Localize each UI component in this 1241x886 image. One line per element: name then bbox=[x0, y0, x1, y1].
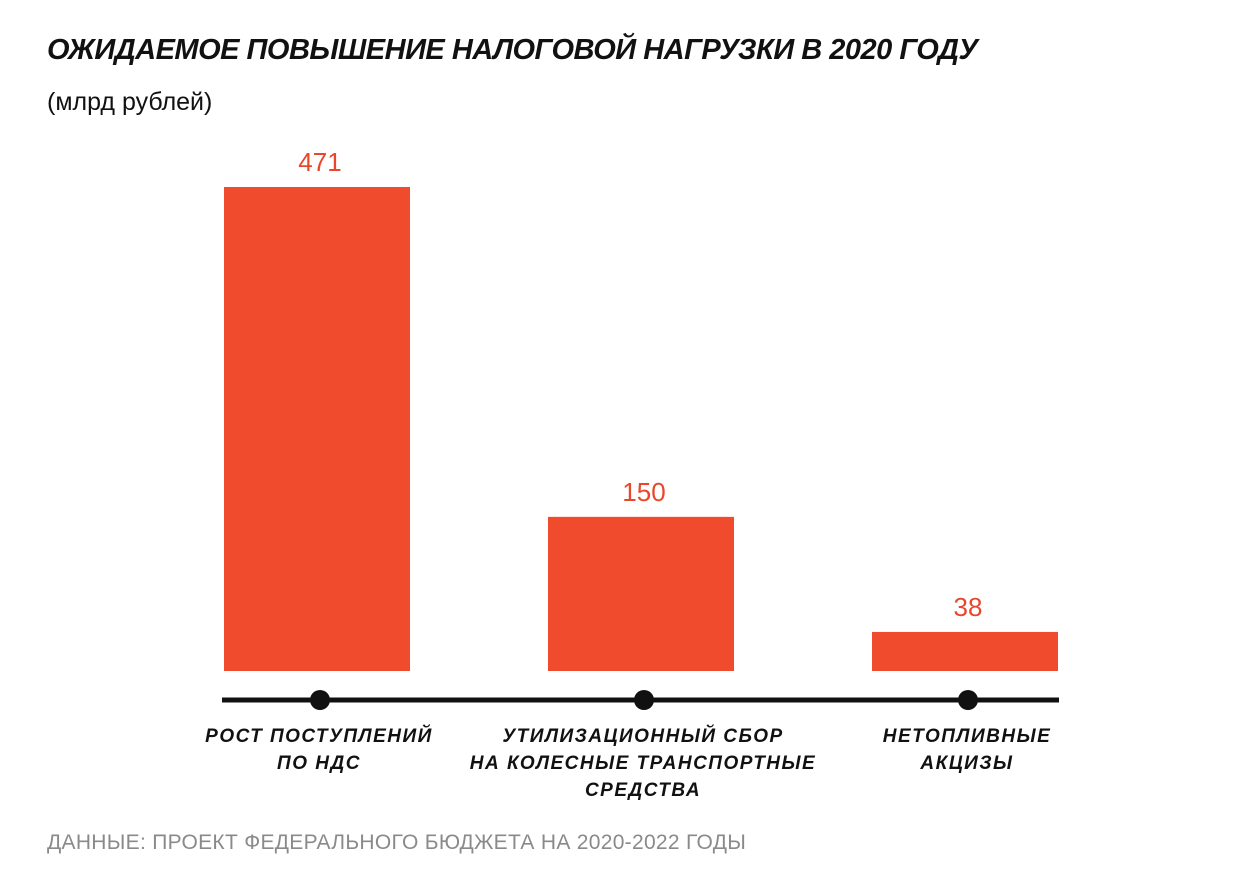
bar bbox=[548, 516, 734, 671]
bar-value-label: 150 bbox=[622, 477, 665, 507]
source-note: ДАННЫЕ: ПРОЕКТ ФЕДЕРАЛЬНОГО БЮДЖЕТА НА 2… bbox=[47, 831, 747, 854]
category-label: РОСТ ПОСТУПЛЕНИЙ bbox=[205, 725, 433, 747]
chart-title: ОЖИДАЕМОЕ ПОВЫШЕНИЕ НАЛОГОВОЙ НАГРУЗКИ В… bbox=[47, 34, 978, 66]
category-label: УТИЛИЗАЦИОННЫЙ СБОР bbox=[502, 725, 783, 747]
category-label: НА КОЛЕСНЫЕ ТРАНСПОРТНЫЕ bbox=[470, 753, 816, 774]
axis-dot bbox=[310, 690, 330, 710]
axis-dot bbox=[958, 690, 978, 710]
category-label: СРЕДСТВА bbox=[585, 780, 701, 801]
bar-chart: 471 РОСТ ПОСТУПЛЕНИЙ ПО НДС 150 УТИЛИЗАЦИОНН… bbox=[205, 147, 1059, 801]
category-label: АКЦИЗЫ bbox=[919, 753, 1013, 774]
axis-dot bbox=[634, 690, 654, 710]
bar bbox=[872, 631, 1058, 671]
chart-subtitle: (млрд рублей) bbox=[47, 88, 213, 116]
bar bbox=[224, 187, 410, 671]
bar-value-label: 471 bbox=[298, 147, 341, 177]
bar-value-label: 38 bbox=[954, 592, 983, 622]
category-label: ПО НДС bbox=[277, 753, 361, 774]
category-label: НЕТОПЛИВНЫЕ bbox=[883, 726, 1052, 747]
